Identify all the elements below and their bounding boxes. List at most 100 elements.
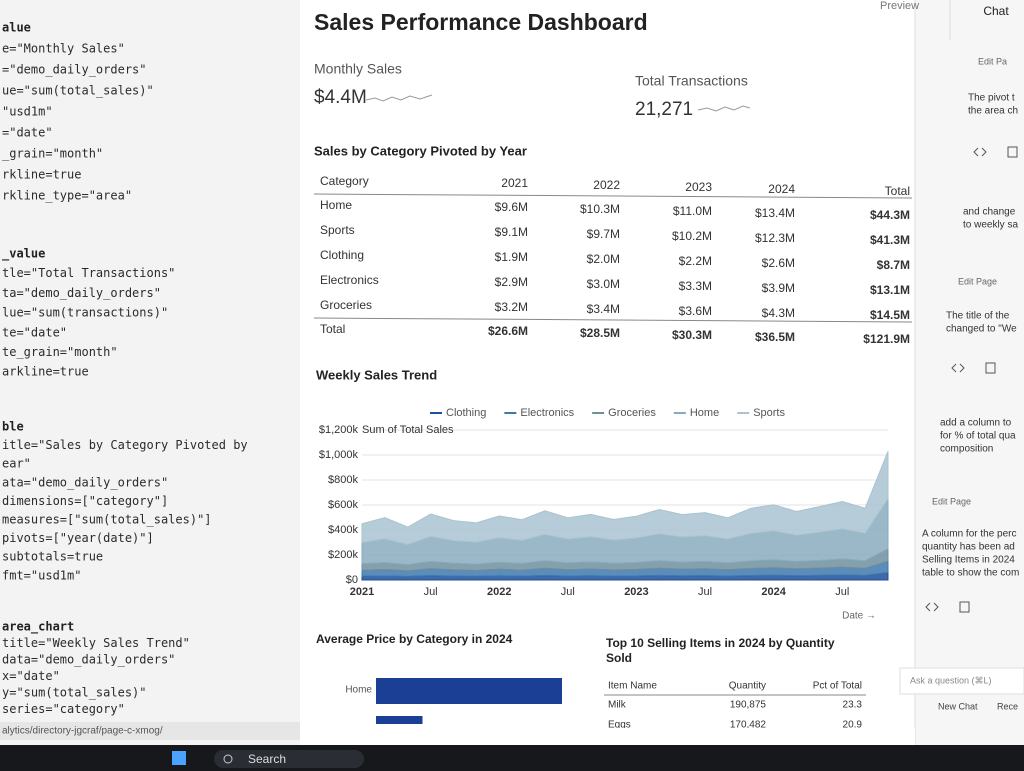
code-line: rkline=true [2, 168, 81, 182]
recent-button[interactable]: Rece [997, 701, 1018, 711]
table-cell: $2.6M [762, 256, 795, 270]
kpi-label: Monthly Sales [314, 61, 402, 77]
edit-page-link[interactable]: Edit Page [958, 276, 997, 286]
code-icon [959, 363, 965, 373]
x-tick-label: 2022 [487, 586, 511, 598]
start-icon[interactable] [172, 751, 186, 765]
taskbar-search-label[interactable]: Search [248, 752, 286, 766]
code-line: x="date" [2, 669, 60, 683]
code-line: fmt="usd1m" [2, 568, 81, 582]
copy-icon[interactable] [959, 601, 970, 613]
y-tick-label: $1,000k [319, 449, 359, 461]
preview-button[interactable]: Preview [880, 0, 919, 12]
table-title: Sales by Category Pivoted by Year [314, 143, 527, 158]
chat-message-line: for % of total qua [940, 431, 1016, 442]
table-cell: 190,875 [730, 700, 767, 711]
legend-entry: Sports [753, 407, 785, 419]
chat-message-line: quantity has been ad [922, 542, 1015, 553]
kpi-label: Total Transactions [635, 73, 748, 89]
code-line: ear" [2, 457, 31, 471]
total-cell: $30.3M [672, 328, 712, 342]
chat-message-line: A column for the perc [922, 529, 1017, 540]
column-header: Quantity [729, 681, 766, 692]
table-cell: $10.2M [672, 229, 712, 243]
code-line: _value [2, 247, 45, 262]
legend-entry: Home [690, 407, 719, 419]
x-tick-label: Jul [698, 586, 712, 598]
chart-title: Average Price by Category in 2024 [316, 632, 513, 646]
table-cell: $2.9M [495, 275, 528, 289]
code-line: pivots=["year(date)"] [2, 531, 154, 545]
code-icon[interactable] [951, 363, 957, 373]
code-line: e="Monthly Sales" [2, 42, 125, 56]
table-cell: Sports [320, 223, 355, 237]
editor-panel [0, 0, 300, 745]
table-cell: $10.3M [580, 202, 620, 216]
code-icon [981, 147, 987, 157]
column-header: Item Name [608, 681, 657, 692]
chat-tab[interactable]: Chat [983, 4, 1009, 18]
x-tick-label: Jul [561, 586, 575, 598]
y-tick-label: $1,200k [319, 424, 359, 436]
kpi-value: 21,271 [635, 99, 693, 120]
table-cell: $12.3M [755, 231, 795, 245]
y-axis-label: Sum of Total Sales [362, 424, 454, 436]
code-icon [933, 602, 939, 612]
area-chart [361, 429, 889, 581]
code-line: tle="Total Transactions" [2, 266, 175, 280]
table-cell: $3.4M [587, 302, 620, 316]
table-cell: Groceries [320, 298, 372, 312]
sparkline [365, 94, 433, 102]
y-tick-label: $200k [328, 549, 358, 561]
chat-message-line: the area ch [968, 106, 1018, 117]
x-tick-label: Jul [835, 586, 849, 598]
taskbar [0, 745, 1024, 771]
code-line: area_chart [2, 620, 74, 635]
chat-message-line: Selling Items in 2024 [922, 555, 1015, 566]
search-box[interactable] [214, 750, 364, 768]
edit-page-link[interactable]: Edit Page [932, 496, 971, 506]
code-icon[interactable] [925, 602, 931, 612]
area [361, 451, 889, 546]
table-cell: $4.3M [762, 306, 795, 320]
code-icon[interactable] [973, 147, 979, 157]
table-cell: $1.9M [495, 250, 528, 264]
code-line: te="date" [2, 325, 67, 339]
code-line: dimensions=["category"] [2, 494, 168, 508]
y-tick-label: $600k [328, 499, 358, 511]
chart-title: Weekly Sales Trend [316, 367, 437, 382]
chat-message-line: composition [940, 444, 993, 455]
code-line: ble [2, 420, 24, 434]
table-cell: Electronics [320, 273, 379, 287]
code-line: "usd1m" [2, 105, 53, 119]
copy-icon[interactable] [1007, 146, 1018, 158]
chat-message-line: and change [963, 207, 1016, 218]
code-line: title="Weekly Sales Trend" [2, 636, 190, 650]
status-bar [0, 722, 300, 740]
total-cell: $28.5M [580, 326, 620, 340]
edit-page-link[interactable]: Edit Pa [978, 56, 1007, 66]
x-tick-label: 2021 [350, 586, 374, 598]
code-line: ata="demo_daily_orders" [2, 475, 168, 489]
code-line: subtotals=true [2, 550, 103, 564]
table-cell: 23.3 [843, 700, 863, 711]
total-cell: $121.9M [863, 332, 910, 346]
code-line: ="demo_daily_orders" [2, 63, 147, 77]
total-rule [313, 317, 913, 323]
code-line: arkline=true [2, 365, 89, 379]
chat-message-line: add a column to [940, 418, 1012, 429]
table-cell: $13.4M [755, 206, 795, 220]
new-chat-button[interactable]: New Chat [938, 701, 978, 711]
copy-icon[interactable] [985, 362, 996, 374]
chat-input[interactable] [899, 667, 1024, 695]
table-cell: Clothing [320, 248, 364, 262]
bar-label: Home [345, 685, 372, 696]
clip-cover [300, 728, 915, 745]
table-cell: $9.1M [495, 225, 528, 239]
code-line: ue="sum(total_sales)" [2, 84, 154, 98]
y-tick-label: $400k [328, 524, 358, 536]
code-line: lue="sum(transactions)" [2, 306, 168, 320]
column-header: Total [885, 184, 910, 198]
chat-message-line: changed to "We [946, 324, 1017, 335]
file-path: alytics/directory-jgcraf/page-c-xmog/ [2, 726, 163, 737]
